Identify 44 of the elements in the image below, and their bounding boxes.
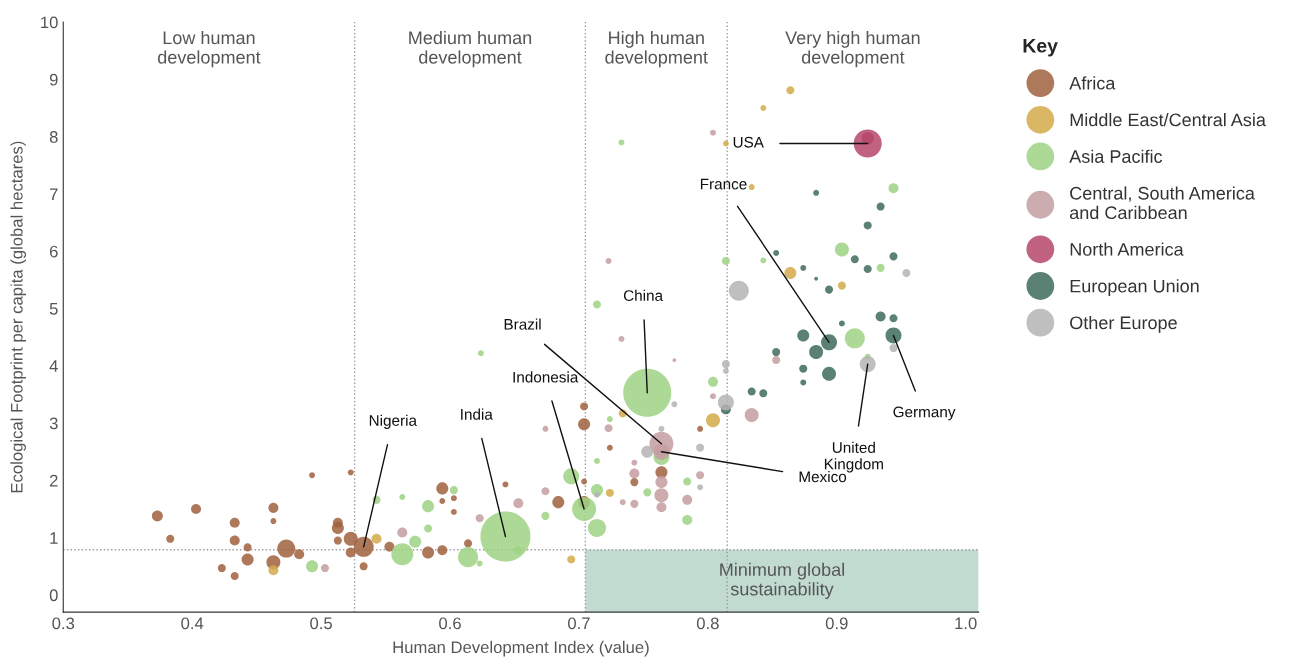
x-tick-label: 0.9 xyxy=(825,617,848,630)
legend-label: Central, South America and Caribbean xyxy=(1070,186,1255,220)
legend-title: Key xyxy=(1023,39,1058,57)
annotation: Nigeria xyxy=(369,414,418,429)
y-tick-label: 0 xyxy=(49,589,58,602)
annotation: High human development xyxy=(605,30,708,68)
legend-label: Asia Pacific xyxy=(1069,149,1163,163)
x-tick-label: 0.5 xyxy=(310,617,332,630)
annotation: Indonesia xyxy=(513,371,579,383)
y-tick-label: 6 xyxy=(49,245,58,258)
y-tick-label: 8 xyxy=(49,131,58,143)
y-tick-label: 10 xyxy=(41,16,58,29)
y-tick-label: 3 xyxy=(49,417,58,430)
y-tick-label: 2 xyxy=(49,474,58,487)
annotation: Mexico xyxy=(799,471,847,483)
annotation: Low human development xyxy=(158,30,261,68)
annotation: United Kingdom xyxy=(824,441,883,473)
annotation: Brazil xyxy=(504,318,541,330)
y-tick-label: 4 xyxy=(49,360,58,372)
x-tick-label: 0.4 xyxy=(181,617,204,630)
x-tick-label: 0.6 xyxy=(439,617,461,630)
y-tick-label: 5 xyxy=(49,303,58,315)
y-axis-title: Ecological Footprint per capita (global hectares) xyxy=(10,141,26,493)
y-tick-label: 1 xyxy=(50,532,58,544)
legend-label: Middle East/Central Asia xyxy=(1070,113,1266,127)
legend-label: Africa xyxy=(1069,76,1116,90)
band-label: Minimum global sustainability xyxy=(720,562,844,600)
annotation: France xyxy=(700,178,747,190)
y-tick-label: 7 xyxy=(49,188,58,200)
x-tick-label: 0.8 xyxy=(696,617,719,630)
y-tick-label: 9 xyxy=(49,73,58,86)
annotation: Medium human development xyxy=(409,30,532,68)
x-tick-label: 0.3 xyxy=(52,617,75,630)
legend-label: North America xyxy=(1070,242,1184,256)
annotation: Very high human development xyxy=(785,30,920,68)
legend-label: Other Europe xyxy=(1070,315,1177,333)
x-axis-title: Human Development Index (value) xyxy=(393,640,649,657)
x-tick-label: 0.7 xyxy=(568,617,590,630)
legend-label: European Union xyxy=(1070,279,1199,297)
x-tick-label: 1.0 xyxy=(955,617,977,630)
annotation: Germany xyxy=(893,406,956,421)
annotation: India xyxy=(461,408,493,420)
annotation: China xyxy=(623,289,664,301)
annotation: USA xyxy=(733,136,764,148)
